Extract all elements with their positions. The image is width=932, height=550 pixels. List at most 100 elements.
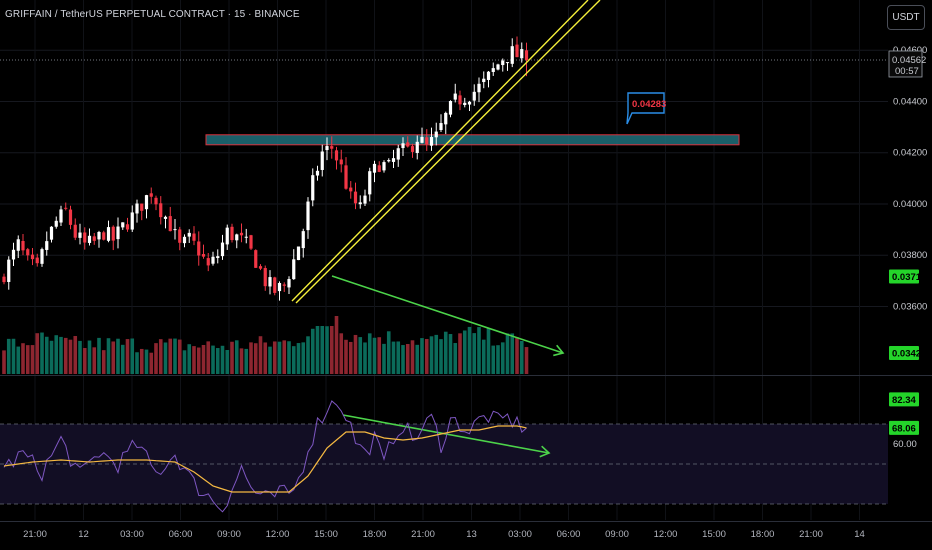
volume-bar	[25, 345, 30, 374]
candle-body	[439, 123, 443, 130]
rsi-tag-value-text: 82.34	[892, 395, 916, 406]
volume-bar	[458, 333, 462, 374]
volume-bar	[405, 344, 410, 374]
candle-body	[330, 146, 334, 149]
volume-bar	[59, 336, 63, 374]
candle-body	[334, 150, 339, 161]
candle-body	[178, 229, 182, 243]
rsi-tag-ma[interactable]: 68.06	[889, 420, 919, 435]
candle-body	[11, 249, 16, 260]
zone-callout[interactable]: 0.04283	[626, 92, 666, 125]
candle-body	[59, 209, 63, 223]
volume-bar	[97, 337, 101, 374]
volume-bar	[44, 336, 49, 374]
volume-bar	[101, 350, 106, 374]
volume-bar	[16, 346, 21, 374]
candle-body	[197, 241, 201, 256]
candle-body	[21, 240, 25, 251]
volume-bar	[82, 348, 87, 374]
candle-body	[64, 207, 68, 209]
resistance-zone[interactable]	[205, 134, 740, 146]
volume-bar	[149, 352, 154, 374]
volume-bar	[272, 341, 277, 374]
rsi-tag-value-bg	[889, 392, 919, 407]
candle-body	[201, 254, 206, 257]
price-tag-low[interactable]: 0.03422	[889, 346, 926, 360]
time-axis-divider	[0, 521, 932, 522]
rsi-tag-value[interactable]: 82.34	[889, 392, 919, 407]
volume-bar	[201, 344, 206, 374]
candle-body	[154, 197, 158, 205]
volume-bar	[291, 346, 296, 374]
trendline-lower	[295, 0, 601, 304]
candle-body	[296, 246, 301, 261]
rsi-axis[interactable]: 60.00	[893, 439, 917, 450]
candle-body	[16, 239, 20, 251]
time-tick-label: 03:00	[508, 529, 532, 540]
candle-body	[520, 49, 524, 59]
price-tag-high[interactable]: 0.03717	[889, 269, 926, 284]
volume-bar	[439, 339, 443, 374]
volume-bar	[116, 338, 120, 374]
time-tick-label: 21:00	[799, 529, 823, 540]
time-axis[interactable]: 21:00 12 03:00 06:00 09:00 12:00 15:00 18:00 21:…	[23, 529, 865, 540]
volume-bar	[448, 334, 453, 374]
volume-bars	[2, 316, 529, 374]
time-tick-label: 15:00	[702, 529, 726, 540]
candle-body	[116, 226, 120, 240]
candle-body	[2, 276, 6, 283]
volume-bar	[87, 340, 92, 374]
trend-channel[interactable]	[291, 0, 601, 304]
volume-bar	[35, 333, 40, 374]
countdown-text: 00:57	[895, 66, 919, 77]
volume-bar	[496, 345, 500, 374]
volume-bar	[168, 338, 173, 374]
time-tick-label: 12:00	[654, 529, 678, 540]
volume-bar	[173, 338, 177, 374]
candle-body	[249, 235, 253, 249]
candle-body	[363, 195, 367, 204]
volume-bar	[125, 339, 130, 374]
volume-bar	[206, 341, 211, 374]
price-axis[interactable]: 0.046000.044000.042000.040000.038000.036…	[888, 45, 927, 435]
volume-bar	[220, 345, 225, 374]
candle-body	[144, 195, 149, 210]
volume-bar	[491, 345, 496, 374]
volume-bar	[230, 341, 234, 374]
volume-bar	[472, 333, 477, 374]
volume-bar	[277, 341, 282, 374]
candle-body	[292, 259, 296, 280]
candle-body	[472, 91, 476, 101]
candle-body	[125, 224, 130, 230]
currency-button[interactable]: USDT	[887, 5, 925, 30]
time-tick-label: 03:00	[120, 529, 144, 540]
volume-bar	[139, 348, 144, 374]
candle-body	[344, 165, 348, 189]
candle-body	[501, 60, 505, 66]
candle-body	[434, 131, 438, 138]
volume-bar	[253, 343, 258, 374]
candle-body	[491, 68, 495, 72]
callout-bubble	[626, 92, 665, 125]
volume-bar	[92, 347, 97, 374]
volume-bar	[510, 333, 515, 374]
candle-body	[467, 101, 472, 105]
candle-body	[173, 229, 177, 231]
pane-divider[interactable]	[0, 375, 932, 376]
candles[interactable]	[2, 36, 529, 301]
volume-bar	[329, 326, 334, 374]
candle-body	[510, 46, 514, 64]
volume-bar	[21, 343, 25, 374]
candle-body	[30, 254, 35, 260]
candle-body	[420, 136, 424, 143]
divergence-arrows[interactable]	[331, 275, 565, 458]
candle-body	[78, 232, 82, 238]
volume-bar	[367, 333, 372, 374]
volume-bar	[401, 345, 405, 374]
volume-bar	[2, 350, 6, 374]
candle-body	[73, 224, 77, 238]
candle-body	[277, 282, 282, 292]
candle-body	[97, 231, 101, 240]
volume-bar	[106, 338, 111, 374]
